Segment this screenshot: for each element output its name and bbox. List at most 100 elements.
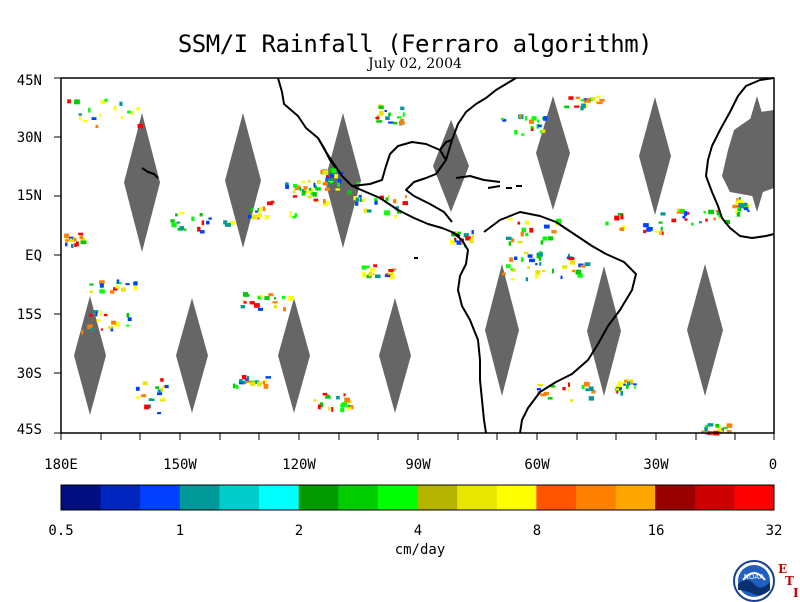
rain-cell: [78, 113, 82, 116]
svg-text:NOAA: NOAA: [744, 573, 765, 581]
rain-cell: [144, 404, 150, 410]
rain-cell: [197, 226, 201, 232]
rain-cell: [248, 214, 252, 219]
rain-cell: [534, 274, 539, 279]
rain-cell: [596, 95, 601, 99]
rain-cell: [363, 208, 367, 213]
rain-cell: [361, 265, 367, 270]
rain-cell: [285, 184, 289, 189]
colorbar-box: [259, 485, 300, 510]
rain-cell: [624, 380, 627, 383]
rain-cell: [250, 381, 256, 387]
rain-cell: [301, 191, 306, 196]
rain-cell: [525, 232, 529, 237]
rain-cell: [100, 100, 107, 104]
rain-cell: [570, 399, 573, 402]
rain-cell: [469, 238, 474, 244]
rain-cell: [580, 99, 586, 102]
rain-cell: [616, 384, 622, 390]
rain-cell: [96, 319, 101, 322]
rain-cell: [179, 226, 185, 231]
rain-cell: [704, 426, 708, 432]
rain-cell: [643, 223, 649, 228]
rain-cell: [581, 103, 586, 109]
rain-cell: [520, 257, 524, 262]
colorbar-box: [734, 485, 775, 510]
rain-cell: [567, 253, 570, 258]
rain-cell: [739, 203, 745, 209]
rain-cell: [294, 185, 301, 190]
logo-letter-i: I: [793, 586, 799, 600]
rain-cell: [393, 121, 398, 125]
rain-cell: [521, 133, 525, 136]
rain-cell: [543, 391, 549, 396]
rain-cell: [307, 195, 312, 199]
rain-cell: [679, 208, 685, 214]
rain-cell: [79, 235, 83, 239]
rain-cell: [104, 98, 108, 102]
rain-cell: [107, 326, 113, 329]
rain-cell: [127, 317, 132, 322]
rain-cell: [90, 327, 94, 332]
rain-cell: [133, 285, 137, 291]
rain-cell: [159, 399, 166, 402]
coast-florida: [439, 139, 453, 151]
rain-cell: [575, 96, 580, 100]
rain-cell: [264, 216, 268, 220]
no-data-gaps: [74, 96, 774, 415]
rain-cell: [389, 274, 395, 279]
rain-cell: [393, 199, 397, 204]
rain-cell: [223, 220, 228, 225]
rain-cell: [542, 270, 546, 273]
rain-cell: [555, 222, 558, 226]
rain-cell: [170, 219, 175, 223]
rain-cell: [384, 210, 390, 216]
rain-cell: [387, 195, 390, 198]
rain-cell: [322, 392, 328, 396]
rain-cell: [648, 227, 653, 231]
rain-cell: [323, 199, 326, 204]
colorbar-box: [417, 485, 458, 510]
rain-cell: [293, 183, 298, 188]
colorbar-box: [219, 485, 260, 510]
rain-cell: [583, 381, 590, 387]
lat-label-15s: 15S: [16, 307, 42, 323]
rain-cell: [372, 272, 375, 276]
rain-cell: [521, 227, 527, 233]
rain-cell: [402, 201, 409, 206]
coast-caribbean-islands: [455, 175, 522, 189]
rain-cell: [654, 230, 659, 233]
colorbar-box: [496, 485, 537, 510]
rain-cell: [561, 265, 568, 269]
rain-cell: [135, 386, 140, 391]
rain-cell: [519, 114, 522, 119]
rain-cell: [256, 212, 263, 218]
rain-cell: [74, 243, 77, 247]
rain-cell: [264, 296, 270, 301]
rain-cell: [595, 100, 598, 104]
rain-cell: [95, 124, 99, 129]
rain-cell: [126, 324, 130, 327]
colorbar-boxes: [61, 485, 775, 510]
rain-cell: [355, 201, 359, 206]
rain-cell: [537, 124, 542, 128]
lon-label-180e: 180E: [44, 457, 78, 473]
rain-cell: [114, 322, 120, 327]
rain-cell: [630, 382, 634, 385]
rain-cell: [320, 169, 324, 175]
rain-cell: [239, 379, 243, 383]
rain-cell: [99, 113, 102, 117]
no-data-swath: [485, 264, 519, 396]
logo-letter-e: E: [778, 562, 788, 576]
colorbar-box: [457, 485, 498, 510]
rain-cell: [80, 240, 87, 245]
rain-cell: [257, 307, 264, 311]
rain-cell: [575, 269, 582, 275]
colorbar-unit: cm/day: [394, 542, 446, 558]
lat-label-30n: 30N: [16, 130, 42, 146]
rain-cell: [543, 224, 550, 229]
rain-cell: [68, 236, 74, 240]
rain-cell: [328, 406, 331, 411]
rain-cell: [235, 384, 239, 390]
rain-cell: [547, 397, 553, 400]
